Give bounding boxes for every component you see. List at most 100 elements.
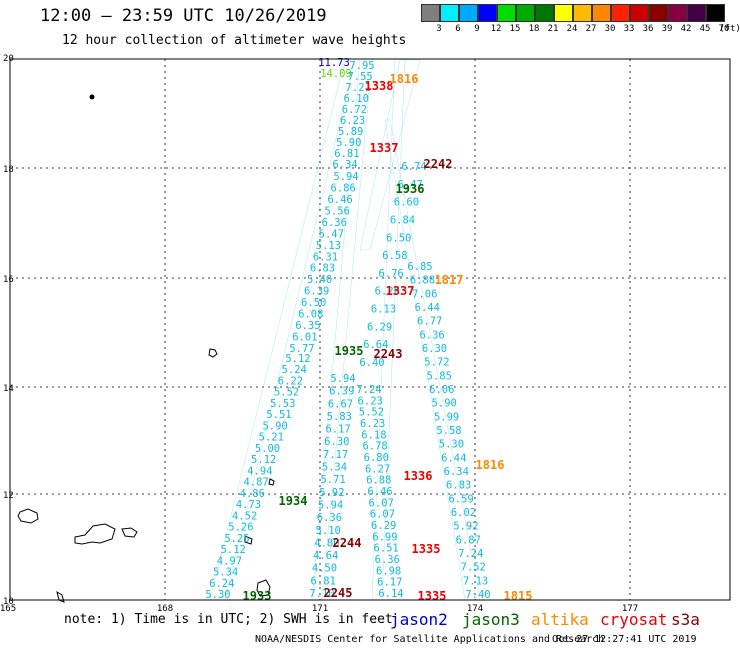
wave-height-value: 5.83 bbox=[327, 411, 352, 423]
wave-height-value: 5.89 bbox=[338, 126, 363, 138]
wave-height-value: 6.72 bbox=[342, 104, 367, 116]
island bbox=[17, 508, 39, 524]
legend-label: 70 bbox=[718, 24, 730, 34]
wave-height-value: 6.58 bbox=[382, 250, 407, 262]
wave-height-value: 7.13 bbox=[463, 575, 488, 587]
legend-label: 6 bbox=[455, 24, 461, 34]
legend-label: 27 bbox=[585, 24, 597, 34]
longitude-tick-label: 177 bbox=[622, 604, 638, 614]
wave-height-value: 5.94 bbox=[333, 171, 358, 183]
wave-height-value: 4.80 bbox=[314, 537, 339, 549]
wave-height-value: 6.36 bbox=[419, 329, 444, 341]
legend-swatch bbox=[706, 4, 725, 22]
pass-time-label: 1816 bbox=[390, 72, 419, 86]
wave-height-value: 7.55 bbox=[347, 71, 372, 83]
wave-height-value: 6.36 bbox=[322, 217, 347, 229]
legend-label: 15 bbox=[509, 24, 521, 34]
wave-height-value: 6.36 bbox=[317, 512, 342, 524]
pass-time-label: 2245 bbox=[324, 586, 353, 600]
wave-height-value: 6.83 bbox=[310, 263, 335, 275]
wave-height-value: 5.30 bbox=[439, 439, 464, 451]
wave-height-value: 7.17 bbox=[323, 449, 348, 461]
wave-height-value: 6.81 bbox=[334, 148, 359, 160]
map-frame bbox=[9, 58, 731, 601]
wave-height-value: 5.71 bbox=[320, 474, 345, 486]
wave-height-value: 6.78 bbox=[362, 441, 387, 453]
wave-height-value: 6.59 bbox=[448, 493, 473, 505]
wave-height-value: 5.24 bbox=[282, 364, 307, 376]
wave-height-value: 5.51 bbox=[266, 409, 291, 421]
wave-height-value: 6.99 bbox=[372, 531, 397, 543]
wave-height-value: 4.97 bbox=[217, 555, 242, 567]
wave-height-value: 6.47 bbox=[398, 179, 423, 191]
legend-swatch bbox=[630, 4, 649, 22]
wave-height-value: 6.86 bbox=[330, 183, 355, 195]
wave-height-value: 6.51 bbox=[373, 543, 398, 555]
pass-time-label: 1338 bbox=[365, 79, 394, 93]
legend-label: 3 bbox=[436, 24, 442, 34]
longitude-tick-label: 174 bbox=[467, 604, 483, 614]
wave-height-value: 4.50 bbox=[312, 563, 337, 575]
wave-height-value: 6.83 bbox=[446, 480, 471, 492]
satellite-label-cryosat: cryosat bbox=[600, 610, 668, 629]
wave-height-value: 5.85 bbox=[427, 370, 452, 382]
wave-height-value: 6.17 bbox=[377, 577, 402, 589]
wave-height-value: 5.99 bbox=[434, 411, 459, 423]
wave-height-value: 7.40 bbox=[465, 589, 490, 601]
legend-label: 45 bbox=[699, 24, 711, 34]
wave-height-value: 6.29 bbox=[367, 321, 392, 333]
legend-label: 18 bbox=[528, 24, 540, 34]
track-swath bbox=[359, 59, 421, 251]
pass-time-label: 1816 bbox=[476, 458, 505, 472]
wave-height-value: 5.30 bbox=[205, 589, 230, 601]
wave-height-value: 7.24 bbox=[356, 384, 381, 396]
wave-height-value: 5.52 bbox=[359, 407, 384, 419]
wave-height-value: 6.06 bbox=[429, 384, 454, 396]
wave-height-value: 5.94 bbox=[318, 500, 343, 512]
wave-height-value: 6.46 bbox=[367, 486, 392, 498]
legend-swatch bbox=[535, 4, 554, 22]
wave-height-value: 5.58 bbox=[436, 425, 461, 437]
wave-height-value: 6.31 bbox=[313, 251, 338, 263]
wave-height-value: 5.92 bbox=[319, 487, 344, 499]
wave-height-value: 5.12 bbox=[251, 454, 276, 466]
wave-height-value: 6.50 bbox=[301, 297, 326, 309]
wave-height-value: 6.60 bbox=[394, 197, 419, 209]
wave-height-value: 6.46 bbox=[327, 194, 352, 206]
wave-height-value: 6.36 bbox=[375, 554, 400, 566]
wave-height-value: 5.40 bbox=[307, 274, 332, 286]
wave-height-value: 5.56 bbox=[325, 205, 350, 217]
wave-height-value: 5.34 bbox=[213, 567, 238, 579]
pass-time-label: 1337 bbox=[386, 284, 415, 298]
pass-time-label: 1336 bbox=[404, 469, 433, 483]
wave-height-value: 6.07 bbox=[370, 509, 395, 521]
island bbox=[56, 590, 65, 603]
wave-height-value: 6.44 bbox=[441, 452, 466, 464]
pass-time-label: 2242 bbox=[424, 157, 453, 171]
wave-height-value: 4.73 bbox=[236, 499, 261, 511]
wave-height-value: 7.21 bbox=[346, 82, 371, 94]
legend-label: 24 bbox=[566, 24, 578, 34]
latitude-tick-label: 12 bbox=[3, 491, 14, 501]
wave-height-value: 6.39 bbox=[304, 286, 329, 298]
credit-text: NOAA/NESDIS Center for Satellite Applica… bbox=[255, 634, 605, 645]
wave-height-readings: 11.7314.097.957.557.216.106.726.235.895.… bbox=[205, 57, 490, 601]
wave-height-value: 6.84 bbox=[390, 215, 415, 227]
wave-height-value: 6.27 bbox=[365, 463, 390, 475]
legend-swatch bbox=[649, 4, 668, 22]
legend-swatch bbox=[478, 4, 497, 22]
wave-height-value: 6.98 bbox=[376, 565, 401, 577]
wave-height-value: 7.52 bbox=[461, 562, 486, 574]
legend-label: 39 bbox=[661, 24, 673, 34]
wave-height-value: 5.13 bbox=[316, 240, 341, 252]
satellite-label-s3a: s3a bbox=[671, 610, 700, 629]
pass-time-label: 1936 bbox=[396, 182, 425, 196]
legend-label: 33 bbox=[623, 24, 635, 34]
map-title: 12:00 – 23:59 UTC 10/26/2019 bbox=[40, 6, 327, 26]
wave-height-value: 6.39 bbox=[329, 386, 354, 398]
map-grid bbox=[10, 59, 730, 600]
wave-height-value: 6.74 bbox=[401, 161, 426, 173]
wave-height-value: 6.14 bbox=[378, 588, 403, 600]
wave-height-value: 5.00 bbox=[255, 443, 280, 455]
